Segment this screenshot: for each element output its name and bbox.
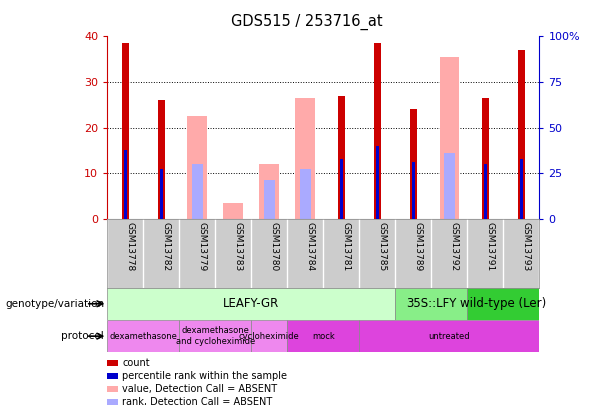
- Text: genotype/variation: genotype/variation: [5, 299, 104, 309]
- Bar: [410, 109, 417, 219]
- Bar: [259, 164, 280, 219]
- Bar: [338, 96, 345, 219]
- Bar: [340, 160, 343, 219]
- Bar: [251, 320, 287, 352]
- Bar: [107, 399, 118, 405]
- Bar: [107, 373, 118, 379]
- Bar: [107, 360, 118, 366]
- Bar: [412, 162, 415, 219]
- Text: percentile rank within the sample: percentile rank within the sample: [123, 371, 287, 381]
- Text: 35S::LFY: 35S::LFY: [406, 297, 457, 310]
- Text: GSM13780: GSM13780: [269, 222, 278, 271]
- Bar: [395, 288, 468, 320]
- Text: GSM13785: GSM13785: [378, 222, 386, 271]
- Text: GSM13779: GSM13779: [197, 222, 207, 271]
- Text: GSM13793: GSM13793: [522, 222, 530, 271]
- Text: GSM13789: GSM13789: [413, 222, 422, 271]
- Bar: [160, 168, 162, 219]
- Bar: [518, 50, 525, 219]
- Text: GSM13781: GSM13781: [341, 222, 351, 271]
- Text: dexamethasone
and cycloheximide: dexamethasone and cycloheximide: [176, 326, 255, 346]
- Text: value, Detection Call = ABSENT: value, Detection Call = ABSENT: [123, 384, 278, 394]
- Bar: [107, 386, 118, 392]
- Bar: [520, 160, 523, 219]
- Bar: [192, 164, 203, 219]
- Text: untreated: untreated: [428, 332, 470, 341]
- Bar: [444, 153, 455, 219]
- Text: protocol: protocol: [61, 331, 104, 341]
- Bar: [107, 320, 180, 352]
- Bar: [300, 168, 311, 219]
- Text: mock: mock: [312, 332, 335, 341]
- Text: count: count: [123, 358, 150, 368]
- Bar: [440, 57, 459, 219]
- Text: GSM13782: GSM13782: [161, 222, 170, 271]
- Bar: [359, 320, 539, 352]
- Text: cycloheximide: cycloheximide: [239, 332, 300, 341]
- Text: GSM13783: GSM13783: [234, 222, 242, 271]
- Text: dexamethasone: dexamethasone: [109, 332, 177, 341]
- Bar: [287, 320, 359, 352]
- Text: GDS515 / 253716_at: GDS515 / 253716_at: [230, 14, 383, 30]
- Text: GSM13784: GSM13784: [305, 222, 314, 271]
- Bar: [482, 98, 489, 219]
- Text: rank, Detection Call = ABSENT: rank, Detection Call = ABSENT: [123, 397, 273, 405]
- Bar: [188, 116, 207, 219]
- Bar: [180, 320, 251, 352]
- Text: LEAFY-GR: LEAFY-GR: [223, 297, 280, 310]
- Bar: [124, 150, 127, 219]
- Bar: [295, 98, 315, 219]
- Bar: [107, 288, 395, 320]
- Bar: [468, 288, 539, 320]
- Bar: [158, 100, 164, 219]
- Bar: [374, 43, 381, 219]
- Text: GSM13791: GSM13791: [485, 222, 495, 271]
- Text: GSM13792: GSM13792: [449, 222, 459, 271]
- Bar: [122, 43, 129, 219]
- Bar: [376, 146, 379, 219]
- Text: wild-type (Ler): wild-type (Ler): [460, 297, 547, 310]
- Bar: [223, 203, 243, 219]
- Bar: [484, 164, 487, 219]
- Bar: [264, 180, 275, 219]
- Text: GSM13778: GSM13778: [125, 222, 134, 271]
